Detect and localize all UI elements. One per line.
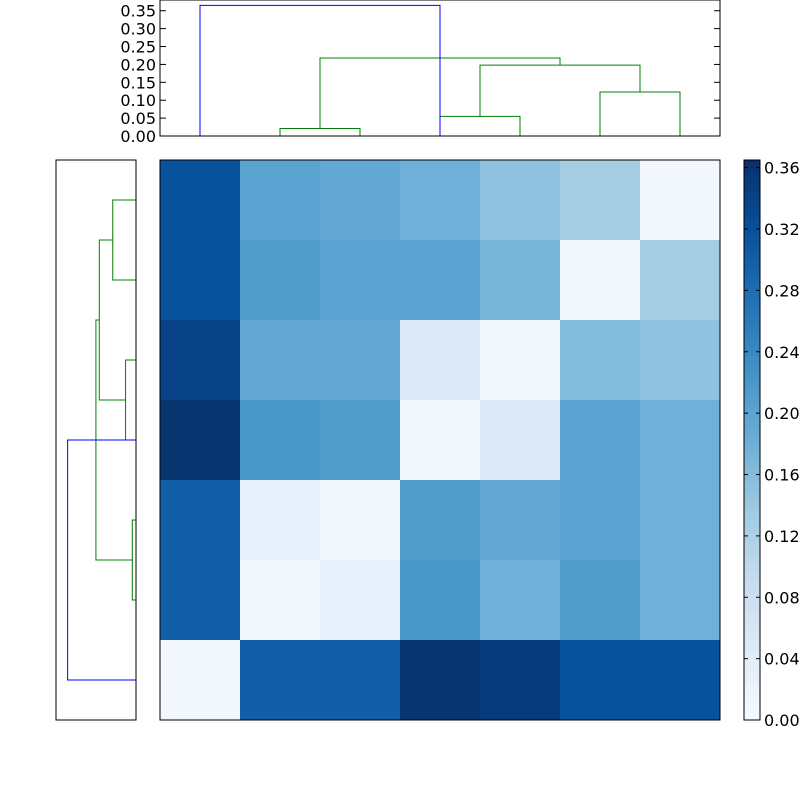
top-ytick-label: 0.15 <box>120 73 156 92</box>
heatmap-cell <box>640 240 721 321</box>
heatmap <box>160 160 721 721</box>
top-ytick-label: 0.05 <box>120 109 156 128</box>
heatmap-cell <box>560 560 641 641</box>
heatmap-cell <box>560 320 641 401</box>
top-ytick-label: 0.35 <box>120 2 156 21</box>
colorbar-tick-label: 0.12 <box>764 527 800 546</box>
heatmap-frame <box>159 159 721 721</box>
heatmap-cell <box>560 400 641 481</box>
heatmap-cell <box>640 640 721 721</box>
heatmap-cell <box>480 640 561 721</box>
heatmap-cell <box>160 320 241 401</box>
heatmap-cell <box>560 640 641 721</box>
heatmap-cell <box>160 240 241 321</box>
heatmap-cell <box>240 160 321 241</box>
heatmap-cell <box>640 160 721 241</box>
colorbar-tick-label: 0.16 <box>764 466 800 485</box>
heatmap-cell <box>400 480 481 561</box>
heatmap-cell <box>160 160 241 241</box>
top-dendrogram-link <box>199 4 441 136</box>
heatmap-cell <box>160 560 241 641</box>
heatmap-cell <box>560 480 641 561</box>
colorbar-tick-label: 0.04 <box>764 650 800 669</box>
colorbar <box>743 159 761 721</box>
heatmap-cell <box>240 400 321 481</box>
heatmap-cell <box>400 400 481 481</box>
heatmap-cell <box>320 160 401 241</box>
heatmap-cell <box>240 320 321 401</box>
left-dendrogram-frame <box>55 159 137 721</box>
top-ytick-label: 0.20 <box>120 55 156 74</box>
heatmap-cell <box>320 240 401 321</box>
heatmap-cell <box>560 160 641 241</box>
heatmap-cell <box>480 480 561 561</box>
heatmap-cell <box>160 400 241 481</box>
heatmap-cell <box>240 480 321 561</box>
colorbar-tick-label: 0.08 <box>764 588 800 607</box>
heatmap-cell <box>160 640 241 721</box>
heatmap-cell <box>400 640 481 721</box>
heatmap-cell <box>240 640 321 721</box>
heatmap-cell <box>400 160 481 241</box>
heatmap-cell <box>400 240 481 321</box>
colorbar-tick-label: 0.00 <box>764 711 800 730</box>
top-dendrogram <box>199 4 681 136</box>
colorbar-tick-label: 0.20 <box>764 404 800 423</box>
colorbar-tick-label: 0.36 <box>764 159 800 178</box>
top-ytick-label: 0.30 <box>120 20 156 39</box>
heatmap-cell <box>640 480 721 561</box>
top-ytick-label: 0.00 <box>120 127 156 146</box>
heatmap-cell <box>320 400 401 481</box>
heatmap-cell <box>640 320 721 401</box>
heatmap-cell <box>320 480 401 561</box>
left-dendrogram-link <box>67 439 136 681</box>
heatmap-cell <box>560 240 641 321</box>
heatmap-cell <box>480 560 561 641</box>
top-ytick-label: 0.25 <box>120 38 156 57</box>
left-dendrogram-link <box>112 199 136 281</box>
heatmap-cell <box>480 240 561 321</box>
heatmap-cell <box>640 560 721 641</box>
colorbar-tick-label: 0.28 <box>764 281 800 300</box>
heatmap-cell <box>480 400 561 481</box>
colorbar-axis: 0.00 0.04 0.08 0.12 0.16 0.20 0.24 0.28 0.32 0.36 <box>744 159 800 730</box>
heatmap-cell <box>320 560 401 641</box>
top-dendrogram-y-axis: 0.000.050.100.150.200.250.300.35 <box>120 2 720 146</box>
heatmap-cell <box>320 640 401 721</box>
top-ytick-label: 0.10 <box>120 91 156 110</box>
heatmap-cell <box>240 240 321 321</box>
heatmap-cell <box>480 320 561 401</box>
heatmap-cell <box>160 480 241 561</box>
colorbar-tick-label: 0.24 <box>764 343 800 362</box>
heatmap-cell <box>400 320 481 401</box>
heatmap-cell <box>320 320 401 401</box>
heatmap-cell <box>480 160 561 241</box>
top-dendrogram-frame <box>159 0 721 137</box>
left-dendrogram-link <box>131 519 136 601</box>
heatmap-cell <box>400 560 481 641</box>
heatmap-cell <box>240 560 321 641</box>
top-dendrogram-link <box>599 91 681 136</box>
heatmap-cell <box>640 400 721 481</box>
left-dendrogram <box>67 199 136 681</box>
colorbar-tick-label: 0.32 <box>764 220 800 239</box>
